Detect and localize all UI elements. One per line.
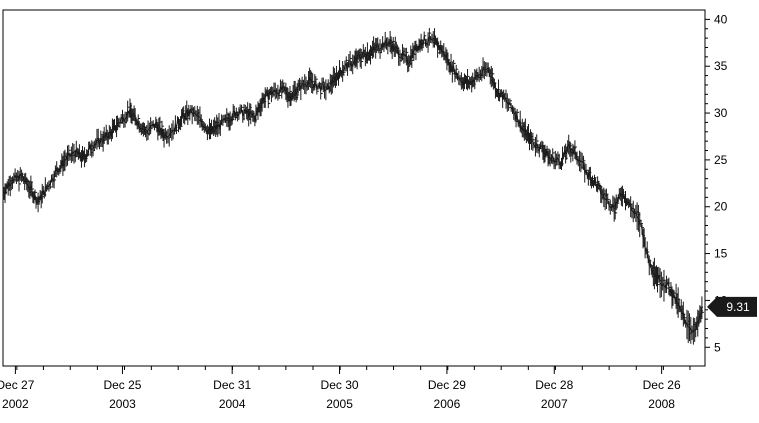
x-tick-label: Dec 25	[103, 378, 141, 392]
x-tick-year-label: 2003	[109, 397, 136, 411]
x-tick-year-label: 2002	[2, 397, 29, 411]
y-tick-label: 15	[714, 247, 728, 261]
x-tick-year-label: 2006	[434, 397, 461, 411]
y-tick-label: 30	[714, 106, 728, 120]
x-tick-year-label: 2008	[648, 397, 675, 411]
price-series	[2, 27, 704, 345]
x-tick-label: Dec 31	[213, 378, 251, 392]
x-tick-label: Dec 26	[643, 378, 681, 392]
x-tick-label: Dec 27	[0, 378, 35, 392]
last-value-badge: 9.31	[707, 296, 757, 317]
x-tick-year-label: 2007	[541, 397, 568, 411]
x-tick-year-label: 2005	[326, 397, 353, 411]
x-axis: Dec 27 2002 Dec 25 2003 Dec 31 2004 Dec 30 2005…	[0, 366, 691, 411]
y-tick-label: 40	[714, 12, 728, 26]
x-tick-label: Dec 28	[535, 378, 573, 392]
plot-frame	[2, 9, 706, 367]
x-tick-label: Dec 30	[321, 378, 359, 392]
y-tick-label: 20	[714, 200, 728, 214]
last-value-badge-shape	[707, 296, 757, 317]
price-line	[2, 35, 704, 334]
x-tick-label: Dec 29	[428, 378, 466, 392]
last-value-badge-text: 9.31	[726, 300, 750, 314]
y-tick-label: 5	[714, 340, 721, 354]
x-tick-year-label: 2004	[219, 397, 246, 411]
y-tick-label: 25	[714, 153, 728, 167]
y-tick-label: 35	[714, 59, 728, 73]
